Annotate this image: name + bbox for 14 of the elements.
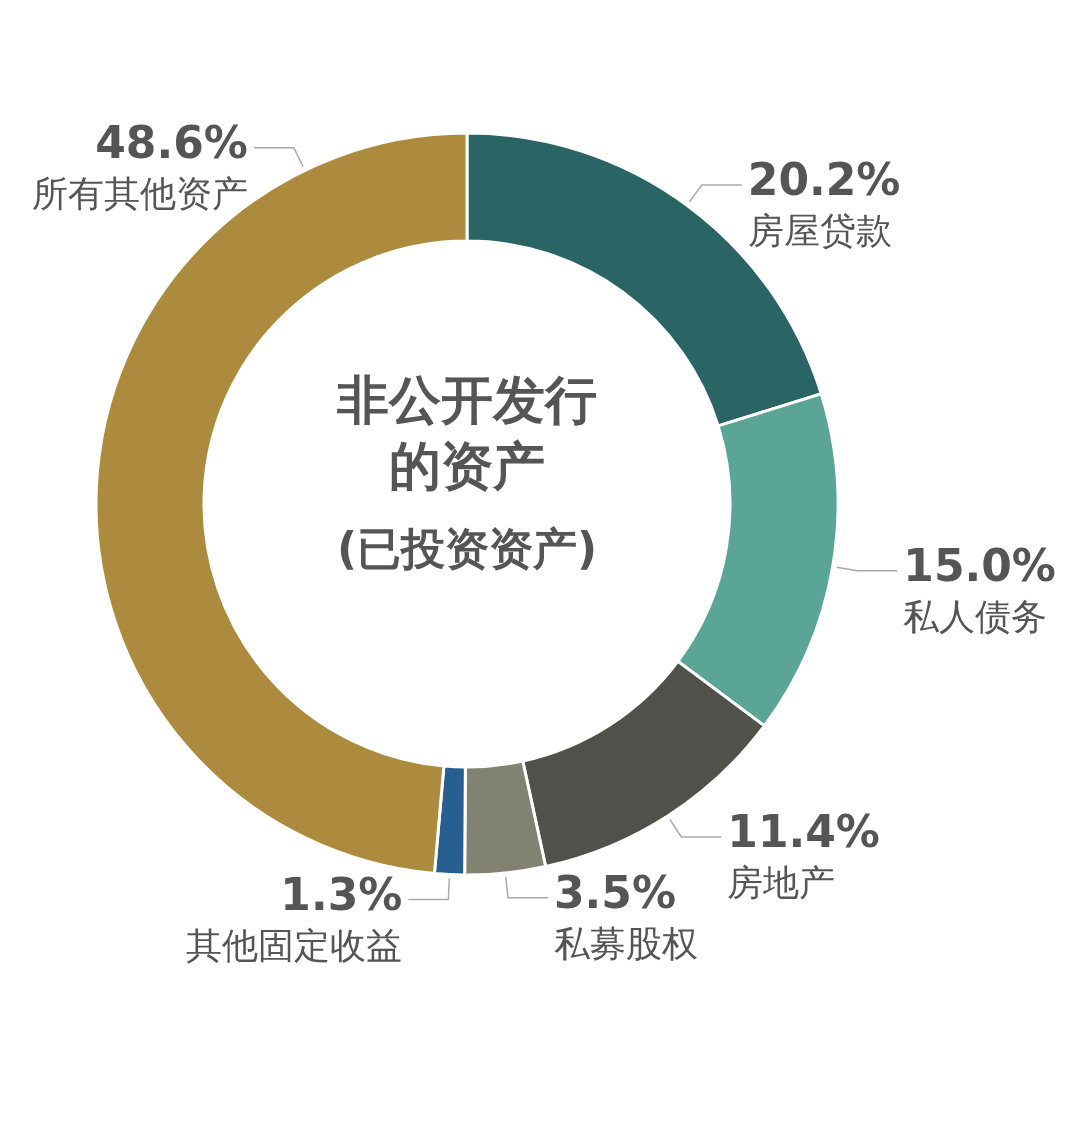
text: (已投资资产) bbox=[336, 523, 598, 574]
data-label: 20.2% bbox=[747, 154, 901, 206]
text: 非公开发行的资产 bbox=[336, 370, 597, 496]
slice-label: 其他固定收益 bbox=[186, 924, 403, 966]
slice-label: 私募股权 bbox=[553, 922, 698, 964]
slice-label: 房屋贷款 bbox=[747, 210, 892, 252]
data-label: 3.5% bbox=[553, 866, 677, 918]
data-label: 11.4% bbox=[727, 806, 880, 858]
data-label: 15.0% bbox=[903, 539, 1056, 591]
slice-label: 房地产 bbox=[727, 862, 836, 904]
slice-label: 所有其他资产 bbox=[31, 172, 248, 214]
slice-label: 私人债务 bbox=[903, 595, 1048, 637]
data-label: 1.3% bbox=[280, 868, 403, 920]
data-label: 48.6% bbox=[95, 116, 248, 168]
